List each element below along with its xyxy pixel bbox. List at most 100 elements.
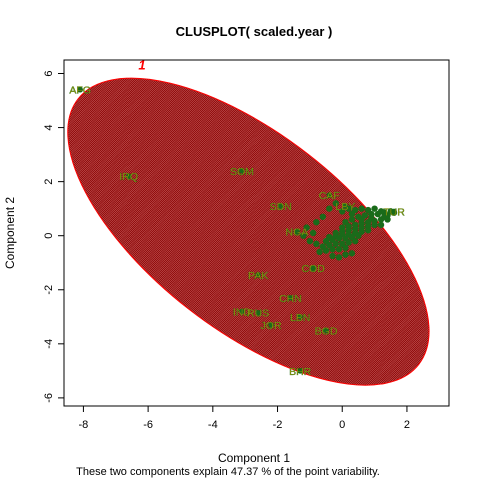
hatch-line <box>232 60 449 406</box>
data-point <box>329 252 336 260</box>
data-point <box>348 216 356 223</box>
hatch-line <box>257 60 449 406</box>
labeled-point-nga: NGA <box>285 226 309 239</box>
x-axis: -8 -6 -4 -2 0 2 <box>79 406 410 431</box>
data-point <box>381 213 388 220</box>
hatch-line <box>169 60 449 406</box>
hatch-line <box>239 60 449 406</box>
footnote: These two components explain 47.37 % of … <box>76 466 380 478</box>
point-label: JOR <box>261 320 282 332</box>
hatch-line <box>175 60 449 406</box>
data-point <box>313 240 320 248</box>
labeled-point-cod: COD <box>301 263 325 275</box>
data-point <box>377 208 385 215</box>
hatch-line <box>184 60 449 406</box>
hatch-line <box>208 60 449 406</box>
hatch-line <box>195 60 449 406</box>
data-point <box>303 224 310 231</box>
hatch-line <box>111 60 449 406</box>
hatch-line <box>129 60 449 406</box>
point-label: AFG <box>69 85 91 97</box>
labeled-point-irq: IRQ <box>119 171 138 183</box>
labeled-point-tur: TUR <box>383 206 405 218</box>
hatch-line <box>64 60 126 406</box>
hatch-line <box>182 60 449 406</box>
data-point <box>351 237 359 245</box>
hatch-line <box>158 60 449 406</box>
labeled-point-rus: RUS <box>247 308 270 320</box>
data-point <box>348 210 356 218</box>
hatch-line <box>235 60 449 406</box>
hatch-line <box>177 60 449 406</box>
data-point <box>364 206 372 214</box>
hatch-line <box>248 60 449 406</box>
point-label: PAK <box>248 270 268 282</box>
x-tick-label: 2 <box>404 419 410 431</box>
y-tick-label: 6 <box>43 70 55 76</box>
data-point <box>342 244 349 252</box>
hatch-line <box>162 60 449 406</box>
hatch-line <box>230 60 449 406</box>
point-label: BGD <box>315 325 338 337</box>
labeled-point-afg: AFG <box>69 85 91 97</box>
labeled-point-lbn: LBN <box>290 312 311 324</box>
data-point <box>326 205 333 212</box>
y-tick-label: 4 <box>43 125 55 131</box>
data-point <box>316 248 323 256</box>
data-point <box>332 200 339 207</box>
hatch-line <box>210 60 449 406</box>
hatch-line <box>224 60 449 406</box>
hatch-line <box>261 60 449 406</box>
hatch-line <box>228 60 449 406</box>
hatch-line <box>219 60 449 406</box>
point-label: LBN <box>290 312 310 324</box>
hatch-line <box>213 60 449 406</box>
y-tick-label: 0 <box>43 233 55 239</box>
hatch-line <box>215 60 449 406</box>
hatch-line <box>136 60 449 406</box>
data-point <box>342 251 349 258</box>
point-label: CHN <box>279 293 302 305</box>
labeled-point-som: SOM <box>230 166 254 178</box>
point-marker <box>310 265 316 271</box>
point-label: NGA <box>286 227 309 239</box>
x-tick-label: -8 <box>79 419 89 431</box>
hatch-line <box>193 60 449 406</box>
hatch-line <box>173 60 449 406</box>
point-marker <box>342 203 349 209</box>
hatch-line <box>64 60 132 406</box>
chart-title: CLUSPLOT( scaled.year ) <box>176 24 333 39</box>
data-point <box>371 205 378 212</box>
x-axis-label: Component 1 <box>218 451 290 465</box>
hatch-line <box>64 60 130 406</box>
data-point <box>332 240 339 248</box>
point-marker <box>326 192 333 198</box>
hatch-line <box>191 60 449 406</box>
hatch-line <box>131 60 449 406</box>
hatch-line <box>265 60 449 406</box>
data-point <box>368 214 375 222</box>
hatch-line <box>164 60 449 406</box>
hatch-line <box>259 60 449 406</box>
hatch-line <box>138 60 449 406</box>
data-point <box>335 254 343 261</box>
point-label: IND <box>233 306 252 318</box>
hatch-line <box>263 60 449 406</box>
hatch-line <box>237 60 449 406</box>
point-label: SDN <box>270 201 292 213</box>
point-marker <box>297 313 303 320</box>
data-point <box>313 218 320 226</box>
labeled-point-bhr: BHR <box>289 366 312 378</box>
hatch-line <box>64 60 134 406</box>
point-marker <box>294 228 300 235</box>
x-tick-label: -2 <box>273 419 283 431</box>
data-point <box>371 221 378 229</box>
data-point <box>358 216 365 223</box>
hatch-line <box>226 60 449 406</box>
hatch-line <box>127 60 449 406</box>
hatch-line <box>64 60 117 406</box>
